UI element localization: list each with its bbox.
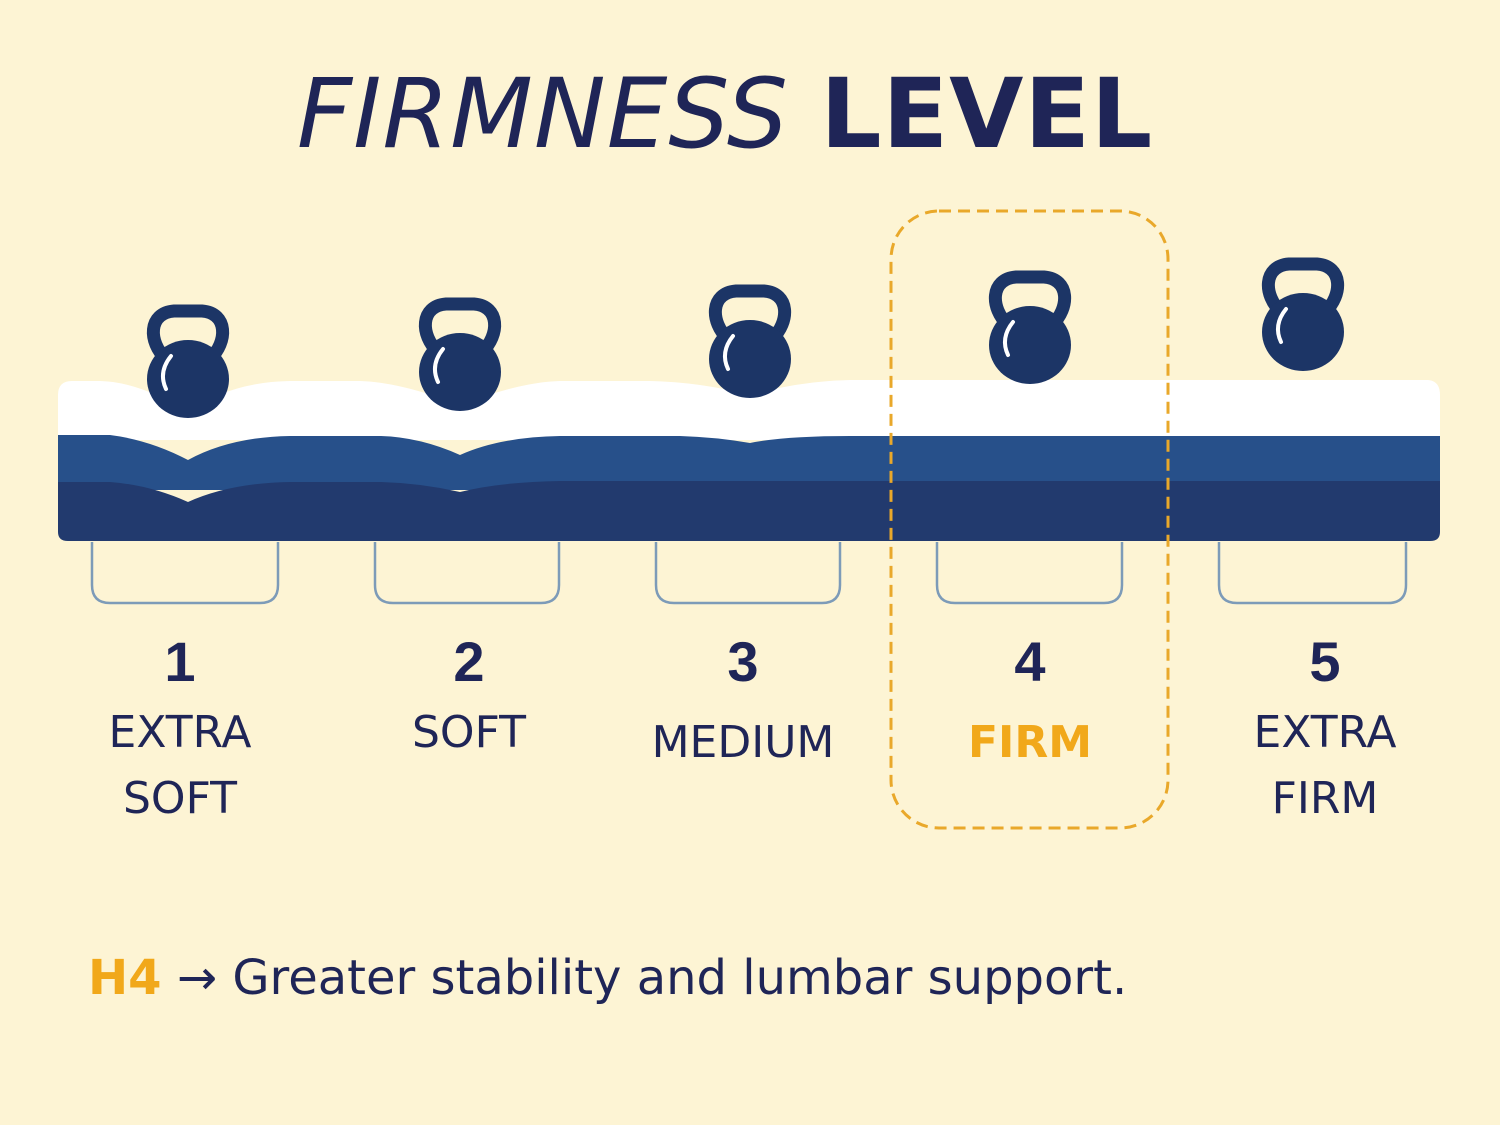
level-number: 4: [1014, 630, 1046, 693]
kettlebell-icon: [146, 304, 230, 418]
level-code: H4: [88, 950, 162, 1006]
level-4-selected[interactable]: 4 FIRM: [900, 630, 1160, 776]
footer-text: Greater stability and lumbar support.: [232, 950, 1128, 1006]
bed-legs: [90, 542, 1408, 605]
level-label: EXTRA SOFT: [108, 707, 252, 824]
foam-mid-layer: [58, 435, 1440, 490]
kettlebell-icon: [418, 297, 502, 411]
level-3[interactable]: 3 MEDIUM: [613, 630, 873, 776]
footer-note: H4 → Greater stability and lumbar suppor…: [88, 950, 1127, 1006]
level-label: EXTRA FIRM: [1253, 707, 1397, 824]
level-label: FIRM: [967, 717, 1093, 768]
level-1[interactable]: 1 EXTRA SOFT: [50, 630, 310, 832]
level-label: MEDIUM: [651, 717, 835, 768]
level-2[interactable]: 2 SOFT: [339, 630, 599, 766]
foam-base-layer: [58, 481, 1440, 541]
kettlebell-icon: [708, 284, 792, 398]
level-number: 1: [164, 630, 196, 693]
kettlebell-icon: [1261, 257, 1345, 371]
right-arrow-icon: →: [176, 950, 218, 1006]
level-5[interactable]: 5 EXTRA FIRM: [1195, 630, 1455, 832]
level-number: 2: [453, 630, 485, 693]
level-number: 5: [1309, 630, 1341, 693]
page-title: FIRMNESS LEVEL: [296, 58, 1154, 170]
foam-top-layer: [58, 380, 1440, 440]
selected-level-highlight: [889, 209, 1170, 830]
level-number: 3: [727, 630, 759, 693]
level-label: SOFT: [412, 707, 526, 758]
kettlebell-icon: [988, 270, 1072, 384]
